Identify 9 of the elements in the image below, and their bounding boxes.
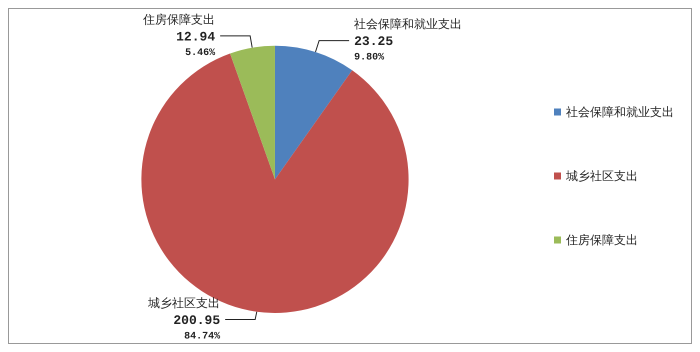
data-label: 23.25 9.80% xyxy=(354,34,394,64)
data-label: 200.95 84.74% xyxy=(173,313,220,342)
legend-label: 住房保障支出 xyxy=(565,233,638,247)
slice-label: 社会保障和就业支出 xyxy=(354,17,462,32)
data-label: 12.94 5.46% xyxy=(176,29,216,59)
legend-label: 城乡社区支出 xyxy=(565,169,638,183)
legend-label: 社会保障和就业支出 xyxy=(566,105,674,119)
slice-label: 城乡社区支出 xyxy=(147,296,220,310)
slice-label: 住房保障支出 xyxy=(142,12,216,26)
